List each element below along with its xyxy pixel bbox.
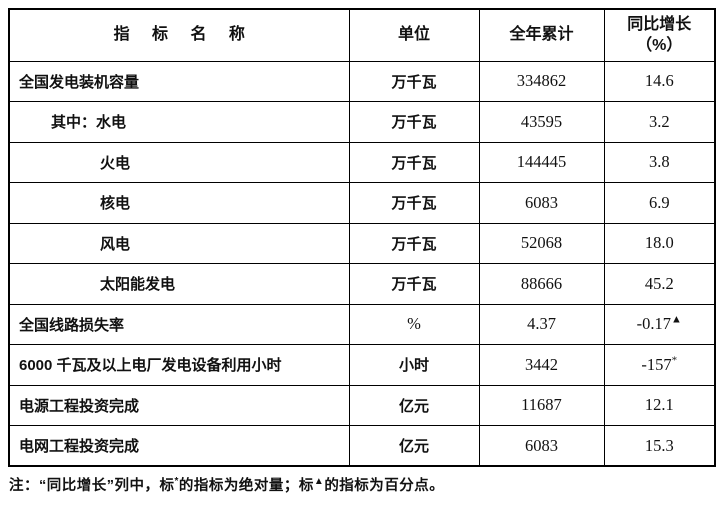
- growth-mark: *: [671, 354, 678, 367]
- growth-value: 12.1: [644, 395, 674, 415]
- growth-value: 14.6: [644, 71, 674, 91]
- total-cell: 3442: [478, 344, 605, 386]
- total-cell: 4.37: [478, 303, 605, 345]
- total-cell: 88666: [478, 263, 605, 305]
- growth-cell: 3.8: [603, 141, 716, 183]
- total-cell: 334862: [478, 60, 605, 102]
- indicator-cell: 其中：水电: [8, 101, 350, 143]
- column-header-total: 全年累计: [478, 8, 605, 62]
- indicator-cell: 太阳能发电: [8, 263, 350, 305]
- total-cell: 11687: [478, 384, 605, 426]
- indicator-cell: 全国发电装机容量: [8, 60, 350, 102]
- total-cell: 43595: [478, 101, 605, 143]
- total-cell: 52068: [478, 222, 605, 264]
- column-header-unit: 单位: [348, 8, 480, 62]
- growth-value: -0.17: [636, 314, 671, 334]
- growth-cell: 12.1: [603, 384, 716, 426]
- table-row: 火电 万千瓦 144445 3.8: [8, 141, 716, 183]
- unit-cell: 万千瓦: [348, 263, 480, 305]
- indicator-cell: 火电: [8, 141, 350, 183]
- footnote-mid: 的指标为绝对量；标: [178, 478, 314, 494]
- growth-value: 6.9: [648, 192, 670, 212]
- table-row: 6000 千瓦及以上电厂发电设备利用小时 小时 3442 -157*: [8, 344, 716, 386]
- indicator-cell: 电源工程投资完成: [8, 384, 350, 426]
- growth-mark: ▲: [670, 313, 682, 326]
- table-body: 全国发电装机容量 万千瓦 334862 14.6 其中：水电 万千瓦 43595…: [8, 60, 716, 467]
- growth-header-line2: （%）: [636, 37, 683, 55]
- total-cell: 6083: [478, 425, 605, 467]
- table-row: 其中：水电 万千瓦 43595 3.2: [8, 101, 716, 143]
- indicator-cell: 6000 千瓦及以上电厂发电设备利用小时: [8, 344, 350, 386]
- unit-cell: 亿元: [348, 384, 480, 426]
- growth-header-line1: 同比增长: [627, 15, 692, 33]
- column-header-growth: 同比增长 （%）: [603, 8, 716, 62]
- growth-value: 15.3: [644, 435, 674, 455]
- total-cell: 144445: [478, 141, 605, 183]
- indicator-cell: 核电: [8, 182, 350, 224]
- growth-value: 3.8: [648, 152, 670, 172]
- growth-cell: -157*: [603, 344, 716, 386]
- table-row: 全国发电装机容量 万千瓦 334862 14.6: [8, 60, 716, 102]
- unit-cell: 亿元: [348, 425, 480, 467]
- table-row: 全国线路损失率 % 4.37 -0.17▲: [8, 303, 716, 345]
- table-row: 电网工程投资完成 亿元 6083 15.3: [8, 425, 716, 467]
- table-header: 指 标 名 称 单位 全年累计 同比增长 （%）: [8, 8, 716, 62]
- table-row: 电源工程投资完成 亿元 11687 12.1: [8, 384, 716, 426]
- power-statistics-table: 指 标 名 称 单位 全年累计 同比增长 （%） 全国发电装机容量 万千瓦 33…: [8, 8, 716, 467]
- unit-cell: %: [348, 303, 480, 345]
- growth-value: 45.2: [644, 273, 674, 293]
- unit-cell: 万千瓦: [348, 101, 480, 143]
- footnote: 注：“同比增长”列中，标*的指标为绝对量；标▲的指标为百分点。: [8, 474, 715, 495]
- total-cell: 6083: [478, 182, 605, 224]
- footnote-prefix: 注：“同比增长”列中，标: [9, 478, 175, 494]
- unit-cell: 万千瓦: [348, 222, 480, 264]
- footnote-suffix: 的指标为百分点。: [324, 478, 445, 494]
- growth-cell: 45.2: [603, 263, 716, 305]
- column-header-indicator: 指 标 名 称: [8, 8, 350, 62]
- table-row: 风电 万千瓦 52068 18.0: [8, 222, 716, 264]
- indicator-cell: 风电: [8, 222, 350, 264]
- table-row: 太阳能发电 万千瓦 88666 45.2: [8, 263, 716, 305]
- unit-cell: 万千瓦: [348, 182, 480, 224]
- growth-value: 18.0: [644, 233, 674, 253]
- unit-cell: 万千瓦: [348, 141, 480, 183]
- table-row: 核电 万千瓦 6083 6.9: [8, 182, 716, 224]
- statistics-report-page: 指 标 名 称 单位 全年累计 同比增长 （%） 全国发电装机容量 万千瓦 33…: [8, 8, 716, 495]
- growth-cell: 14.6: [603, 60, 716, 102]
- indicator-cell: 全国线路损失率: [8, 303, 350, 345]
- asterisk-mark: *: [174, 476, 179, 488]
- growth-cell: 3.2: [603, 101, 716, 143]
- growth-cell: 15.3: [603, 425, 716, 467]
- growth-cell: 18.0: [603, 222, 716, 264]
- growth-cell: 6.9: [603, 182, 716, 224]
- triangle-mark: ▲: [313, 476, 325, 488]
- indicator-cell: 电网工程投资完成: [8, 425, 350, 467]
- growth-value: 3.2: [648, 111, 670, 131]
- unit-cell: 万千瓦: [348, 60, 480, 102]
- growth-value: -157: [641, 354, 672, 374]
- unit-cell: 小时: [348, 344, 480, 386]
- growth-cell: -0.17▲: [603, 303, 716, 345]
- header-row: 指 标 名 称 单位 全年累计 同比增长 （%）: [8, 8, 716, 62]
